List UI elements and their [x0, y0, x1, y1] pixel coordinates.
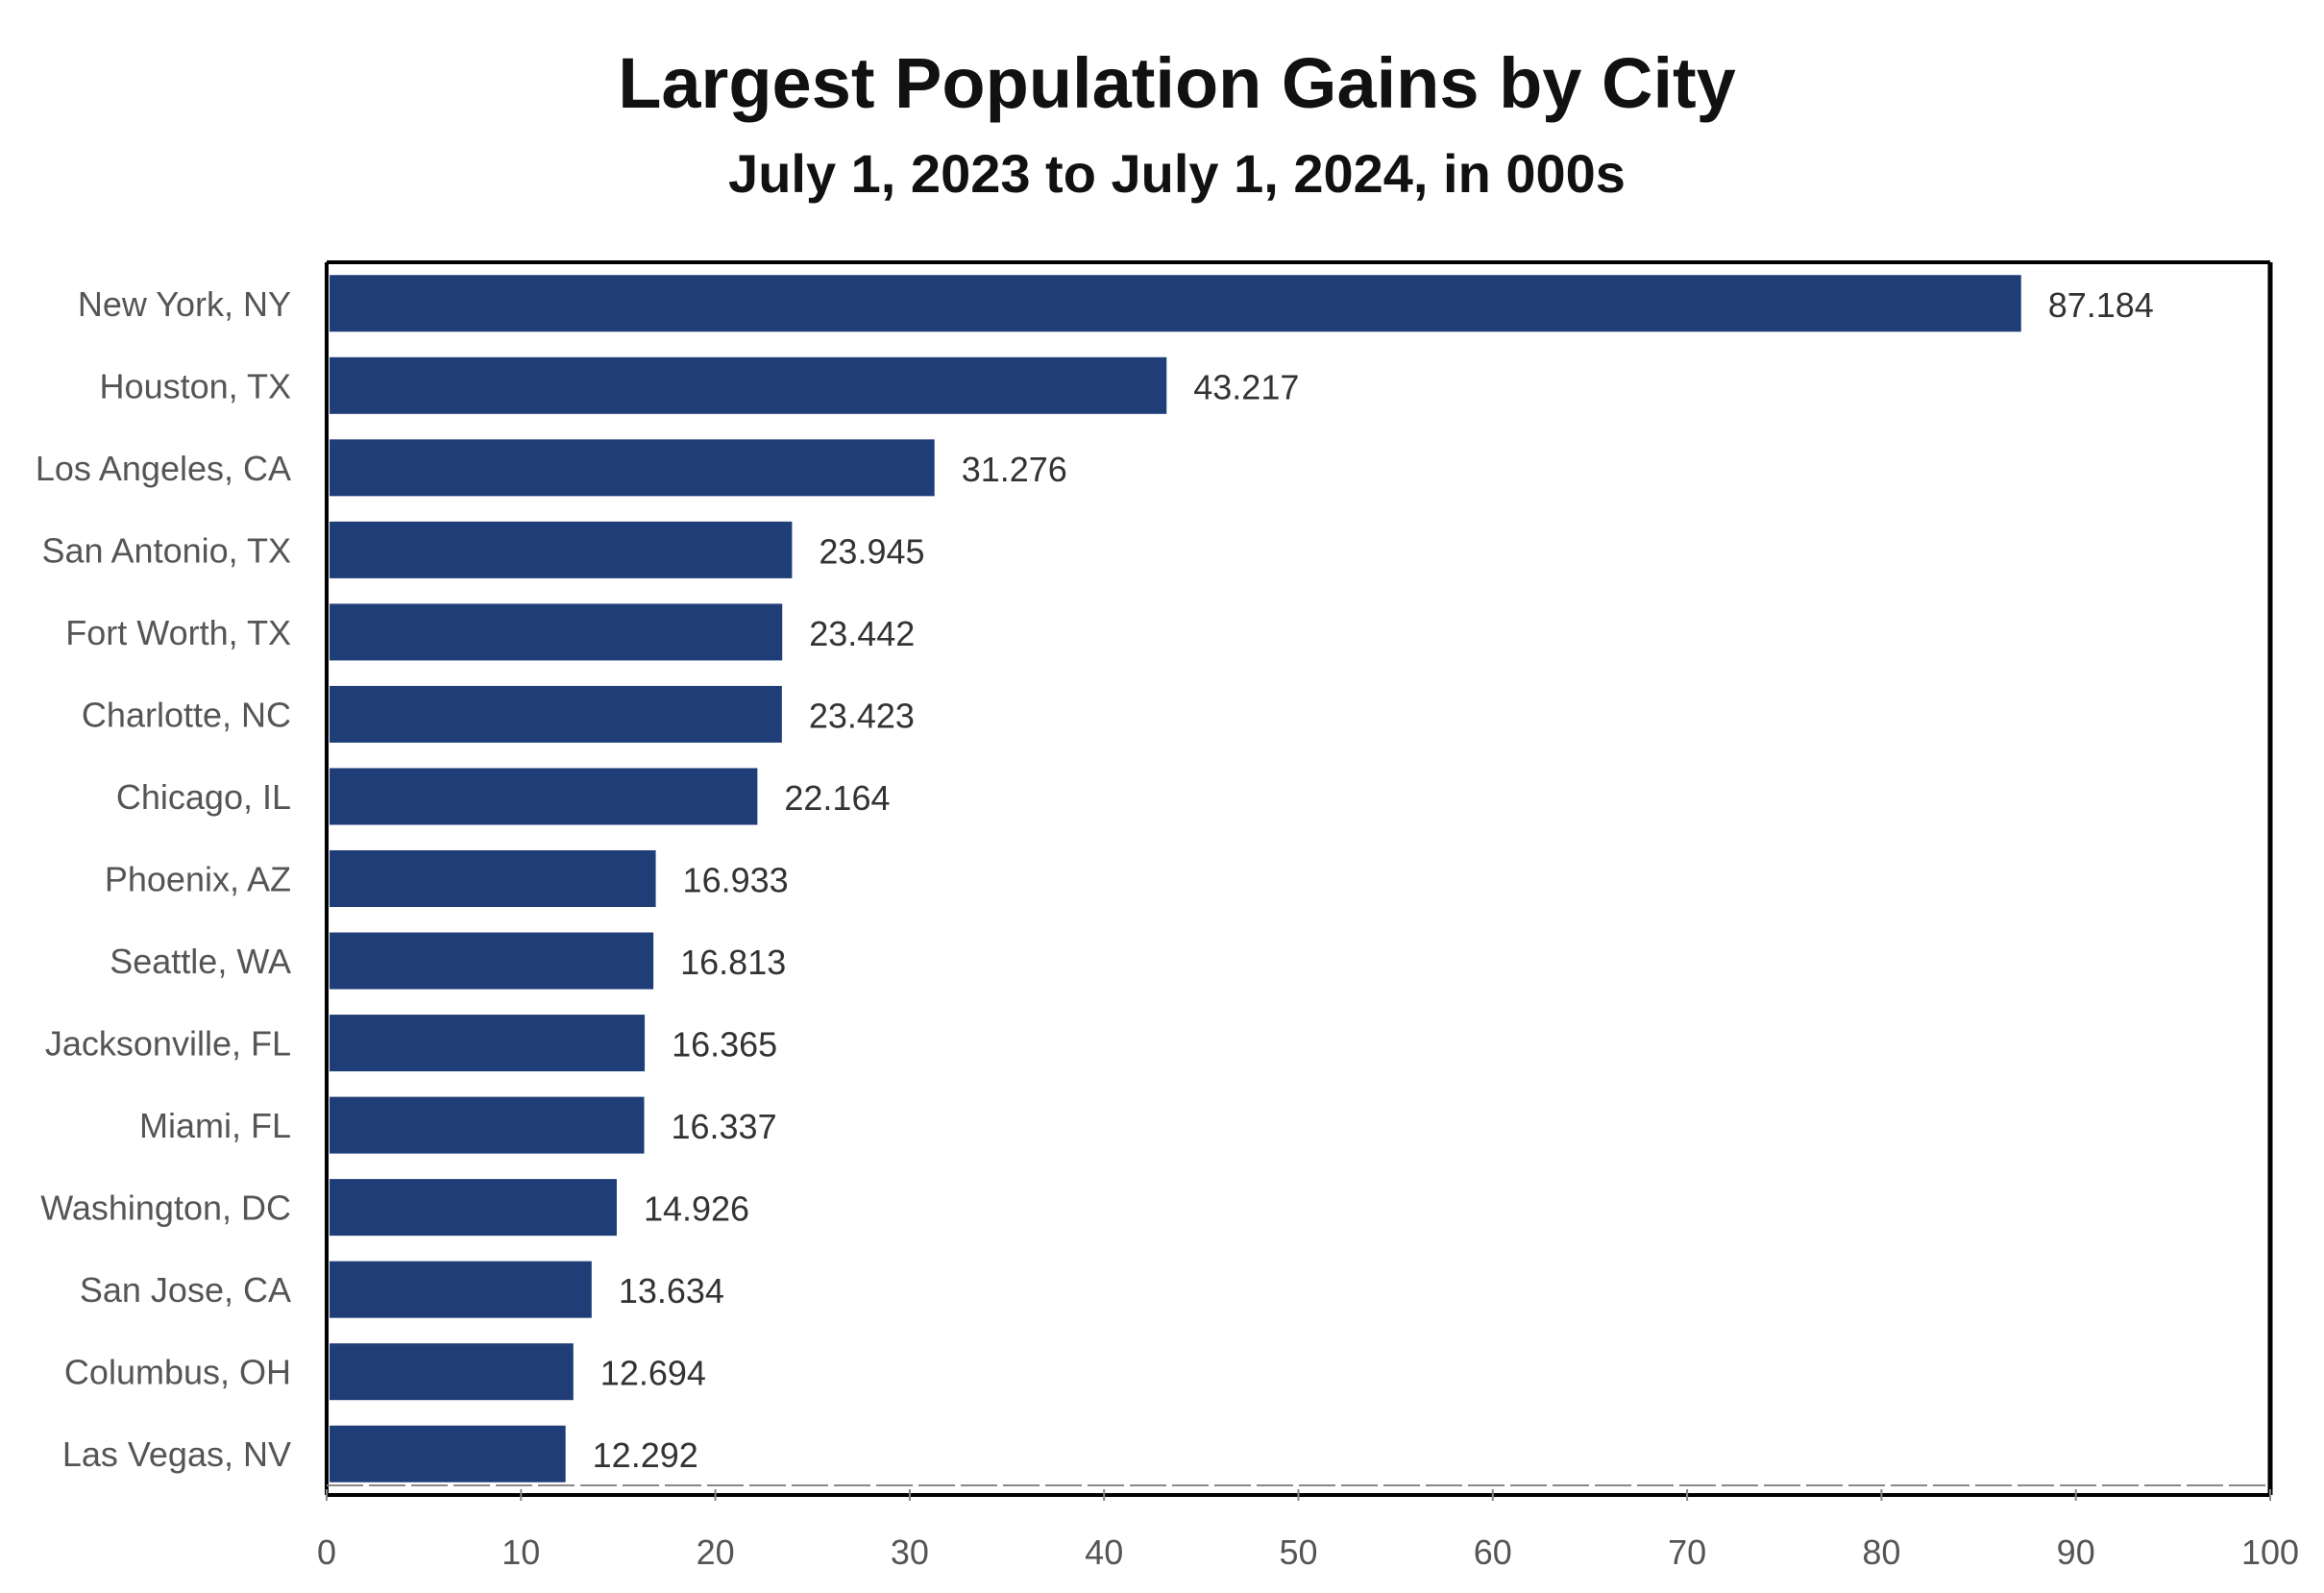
x-tick-label: 90 — [2057, 1532, 2095, 1572]
value-label: 13.634 — [619, 1271, 724, 1311]
x-tick-label: 80 — [1862, 1532, 1900, 1572]
bars-group — [330, 275, 2021, 1483]
value-labels: 87.184 43.217 31.276 23.945 23.442 23.423 22.1… — [593, 285, 2154, 1475]
value-label: 87.184 — [2048, 285, 2154, 325]
x-tick-label: 50 — [1279, 1532, 1317, 1572]
bar — [330, 603, 783, 661]
value-label: 16.813 — [680, 943, 786, 982]
x-tick-label: 10 — [501, 1532, 540, 1572]
bar — [330, 1179, 617, 1237]
x-tick-label: 20 — [697, 1532, 735, 1572]
category-label: Jacksonville, FL — [45, 1024, 291, 1064]
chart-subtitle: July 1, 2023 to July 1, 2024, in 000s — [728, 143, 1626, 204]
value-label: 23.945 — [819, 531, 924, 571]
bar — [330, 768, 758, 825]
bar — [330, 1343, 574, 1401]
value-label: 16.337 — [671, 1107, 776, 1146]
chart-title: Largest Population Gains by City — [618, 43, 1736, 123]
category-label: Phoenix, AZ — [105, 860, 291, 899]
x-tick-label: 100 — [2241, 1532, 2299, 1572]
bar — [330, 1261, 592, 1318]
category-label: New York, NY — [78, 284, 291, 324]
bar — [330, 685, 782, 743]
x-tick-label: 0 — [317, 1532, 336, 1572]
category-label: Los Angeles, CA — [36, 449, 291, 488]
plot-area — [325, 260, 2273, 1497]
value-label: 23.442 — [809, 614, 915, 653]
x-axis: 0 10 20 30 40 50 60 70 80 90 100 — [317, 1489, 2299, 1572]
category-label: San Antonio, TX — [41, 530, 291, 570]
category-label: Las Vegas, NV — [62, 1434, 291, 1474]
category-label: Seattle, WA — [110, 942, 291, 981]
category-label: Houston, TX — [100, 366, 291, 405]
bar — [330, 932, 654, 990]
bar — [330, 521, 793, 578]
category-label: Charlotte, NC — [82, 695, 291, 734]
x-tick-label: 60 — [1474, 1532, 1512, 1572]
category-label: Washington, DC — [40, 1189, 291, 1228]
value-label: 16.933 — [683, 861, 789, 900]
bar — [330, 275, 2021, 332]
value-label: 31.276 — [962, 450, 1067, 489]
category-label: Columbus, OH — [64, 1353, 291, 1392]
value-label: 12.292 — [593, 1435, 698, 1475]
category-label: San Jose, CA — [80, 1270, 291, 1310]
value-label: 16.365 — [672, 1025, 777, 1065]
value-label: 14.926 — [644, 1189, 749, 1229]
x-tick-label: 70 — [1668, 1532, 1706, 1572]
bar — [330, 849, 656, 908]
value-label: 12.694 — [600, 1354, 706, 1393]
bar — [330, 1015, 646, 1072]
x-tick-label: 30 — [891, 1532, 929, 1572]
value-label: 23.423 — [809, 696, 915, 735]
category-label: Miami, FL — [139, 1106, 291, 1145]
bar — [330, 356, 1167, 414]
category-label: Chicago, IL — [116, 777, 291, 817]
bar — [330, 1096, 645, 1154]
value-label: 22.164 — [784, 778, 890, 818]
x-tick-label: 40 — [1085, 1532, 1123, 1572]
value-label: 43.217 — [1193, 367, 1299, 406]
bar — [330, 1425, 566, 1483]
category-labels: New York, NY Houston, TX Los Angeles, CA Sa… — [36, 284, 291, 1474]
bar — [330, 439, 935, 497]
category-label: Fort Worth, TX — [65, 613, 291, 652]
